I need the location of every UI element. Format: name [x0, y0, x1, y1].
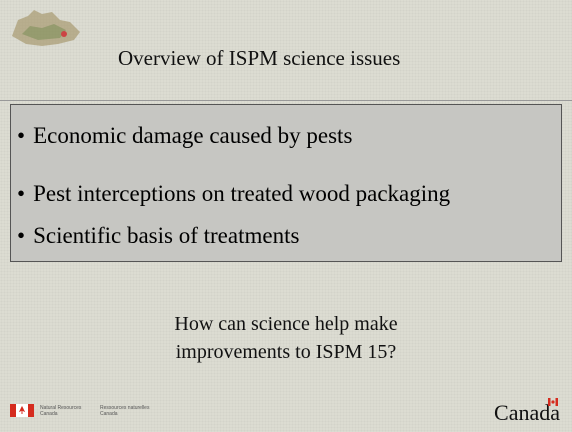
bullet: Scientific basis of treatments — [17, 223, 299, 249]
slide-title: Overview of ISPM science issues — [118, 46, 401, 70]
dept-fr: Ressources naturelles Canada — [100, 405, 149, 417]
dept-en: Natural Resources Canada — [40, 405, 81, 417]
dept-en-line: Natural Resources — [40, 405, 82, 411]
map-icon — [12, 10, 80, 46]
bullet: Economic damage caused by pests — [17, 123, 352, 149]
bullet: Pest interceptions on treated wood packa… — [17, 181, 450, 207]
dept-en-line: Canada — [40, 411, 58, 417]
dept-fr-line: Ressources naturelles — [100, 405, 150, 411]
wordmark-flag — [548, 398, 558, 406]
flag — [10, 404, 34, 417]
question-line: How can science help make — [174, 313, 398, 335]
question: How can science help make improvements t… — [0, 310, 572, 366]
question-line: improvements to ISPM 15? — [175, 341, 397, 363]
divider — [0, 100, 572, 101]
dept-fr-line: Canada — [100, 411, 118, 417]
bullet-box: Economic damage caused by pests Pest int… — [10, 104, 562, 262]
